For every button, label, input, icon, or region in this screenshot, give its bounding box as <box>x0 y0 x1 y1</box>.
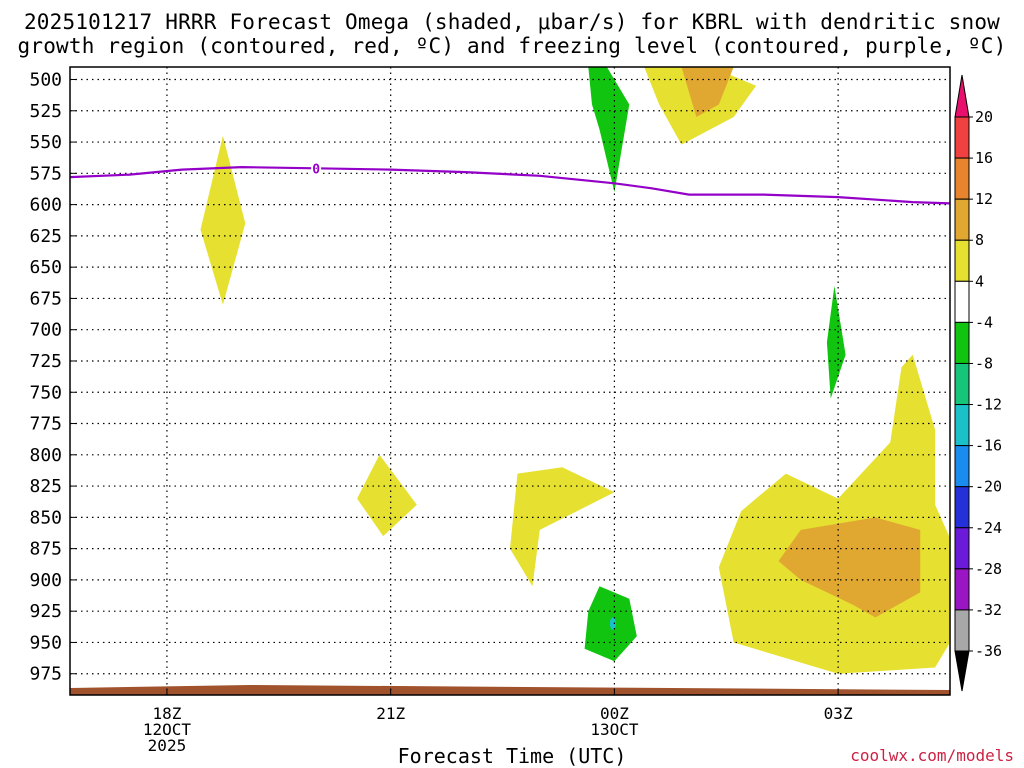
x-tick-label-21Z: 21Z <box>376 704 405 723</box>
colorbar-bin-12_16 <box>954 157 970 200</box>
terrain-surface <box>70 685 950 695</box>
y-tick-label-950: 950 <box>29 632 62 653</box>
omega-area-00z-upper <box>588 67 630 193</box>
omega-area-06z-upper <box>1010 67 1024 173</box>
colorbar-label--28: -28 <box>975 560 1002 578</box>
colorbar-bin--36_-32 <box>954 609 970 652</box>
x-axis-label: Forecast Time (UTC) <box>397 744 627 768</box>
colorbar-bin-16_20 <box>954 116 970 159</box>
y-tick-label-800: 800 <box>29 445 62 466</box>
omega-area-23z-low <box>510 467 615 587</box>
y-tick-label-575: 575 <box>29 163 62 184</box>
freezing-level-label-bg <box>311 160 322 177</box>
colorbar-bin--24_-20 <box>954 486 970 529</box>
colorbar-label--8: -8 <box>975 354 993 372</box>
freezing-level-label: 0 <box>312 162 320 177</box>
colorbar-max-triangle <box>954 74 970 118</box>
omega-area-01z-upper-core <box>681 67 734 117</box>
x-tick-year: 2025 <box>148 736 187 755</box>
y-tick-label-525: 525 <box>29 101 62 122</box>
colorbar-bin--8_-4 <box>954 321 970 364</box>
y-tick-label-650: 650 <box>29 257 62 278</box>
chart-title-line-2: growth region (contoured, red, ºC) and f… <box>17 34 1007 58</box>
freezing-level-contour: 00 <box>70 160 950 205</box>
y-tick-label-925: 925 <box>29 601 62 622</box>
x-tick-label-00Z: 00Z <box>600 704 629 723</box>
colorbar-bin-4_8 <box>954 239 970 282</box>
colorbar-label-16: 16 <box>975 149 993 167</box>
y-tick-label-875: 875 <box>29 539 62 560</box>
colorbar-label--36: -36 <box>975 642 1002 660</box>
source-credit: coolwx.com/models <box>850 746 1014 765</box>
y-tick-label-975: 975 <box>29 664 62 685</box>
omega-area-18z-mid <box>200 135 246 305</box>
plot-frame <box>69 66 951 696</box>
colorbar-label-20: 20 <box>975 108 993 126</box>
y-tick-label-675: 675 <box>29 288 62 309</box>
colorbar-bin--4_4 <box>954 280 970 323</box>
colorbar-label--24: -24 <box>975 519 1002 537</box>
y-tick-label-750: 750 <box>29 382 62 403</box>
x-tick-date-18Z: 12OCT <box>143 720 192 739</box>
colorbar-label-12: 12 <box>975 190 993 208</box>
omega-area-00z-surface-core <box>609 617 616 630</box>
y-tick-label-700: 700 <box>29 320 62 341</box>
freezing-level-line <box>70 165 950 205</box>
chart-title-line-1: 2025101217 HRRR Forecast Omega (shaded, … <box>23 10 1001 34</box>
time-axis: 18Z12OCT202521Z00Z13OCT03Z06Z09Z <box>143 689 853 755</box>
colorbar-bin--16_-12 <box>954 404 970 447</box>
colorbar-label--4: -4 <box>975 313 993 331</box>
colorbar-label--16: -16 <box>975 437 1002 455</box>
y-tick-label-500: 500 <box>29 70 62 91</box>
omega-shading <box>70 67 1024 695</box>
x-tick-date-00Z: 13OCT <box>590 720 639 739</box>
colorbar-label--12: -12 <box>975 396 1002 414</box>
omega-area-21z-low <box>357 454 417 537</box>
colorbar: 20 16 12 8 4 -4 -8 -12 -16 -20 -24 -28 -32 -36 <box>954 74 1002 692</box>
colorbar-label--20: -20 <box>975 478 1002 496</box>
colorbar-label-4: 4 <box>975 272 984 290</box>
y-tick-label-550: 550 <box>29 132 62 153</box>
pressure-axis: 500 525 550 575 600 625 650 675 700 725 750 775 800 8… <box>29 70 76 685</box>
colorbar-bin--32_-28 <box>954 568 970 611</box>
y-tick-label-825: 825 <box>29 476 62 497</box>
y-tick-label-850: 850 <box>29 507 62 528</box>
colorbar-bin--28_-24 <box>954 527 970 570</box>
gridlines <box>70 67 950 695</box>
omega-area-03z-low-core <box>778 517 921 618</box>
omega-area-06z-low <box>1010 261 1024 674</box>
colorbar-bin--20_-16 <box>954 445 970 488</box>
y-tick-label-625: 625 <box>29 226 62 247</box>
y-tick-label-600: 600 <box>29 195 62 216</box>
y-tick-label-725: 725 <box>29 351 62 372</box>
x-tick-label-03Z: 03Z <box>824 704 853 723</box>
colorbar-min-triangle <box>954 650 970 692</box>
y-tick-label-900: 900 <box>29 570 62 591</box>
colorbar-bin-8_12 <box>954 198 970 241</box>
colorbar-label--32: -32 <box>975 601 1002 619</box>
colorbar-bin--12_-8 <box>954 362 970 406</box>
colorbar-label-8: 8 <box>975 231 984 249</box>
omega-area-03z-mid <box>826 285 846 399</box>
x-tick-label-18Z: 18Z <box>152 704 181 723</box>
y-tick-label-775: 775 <box>29 414 62 435</box>
